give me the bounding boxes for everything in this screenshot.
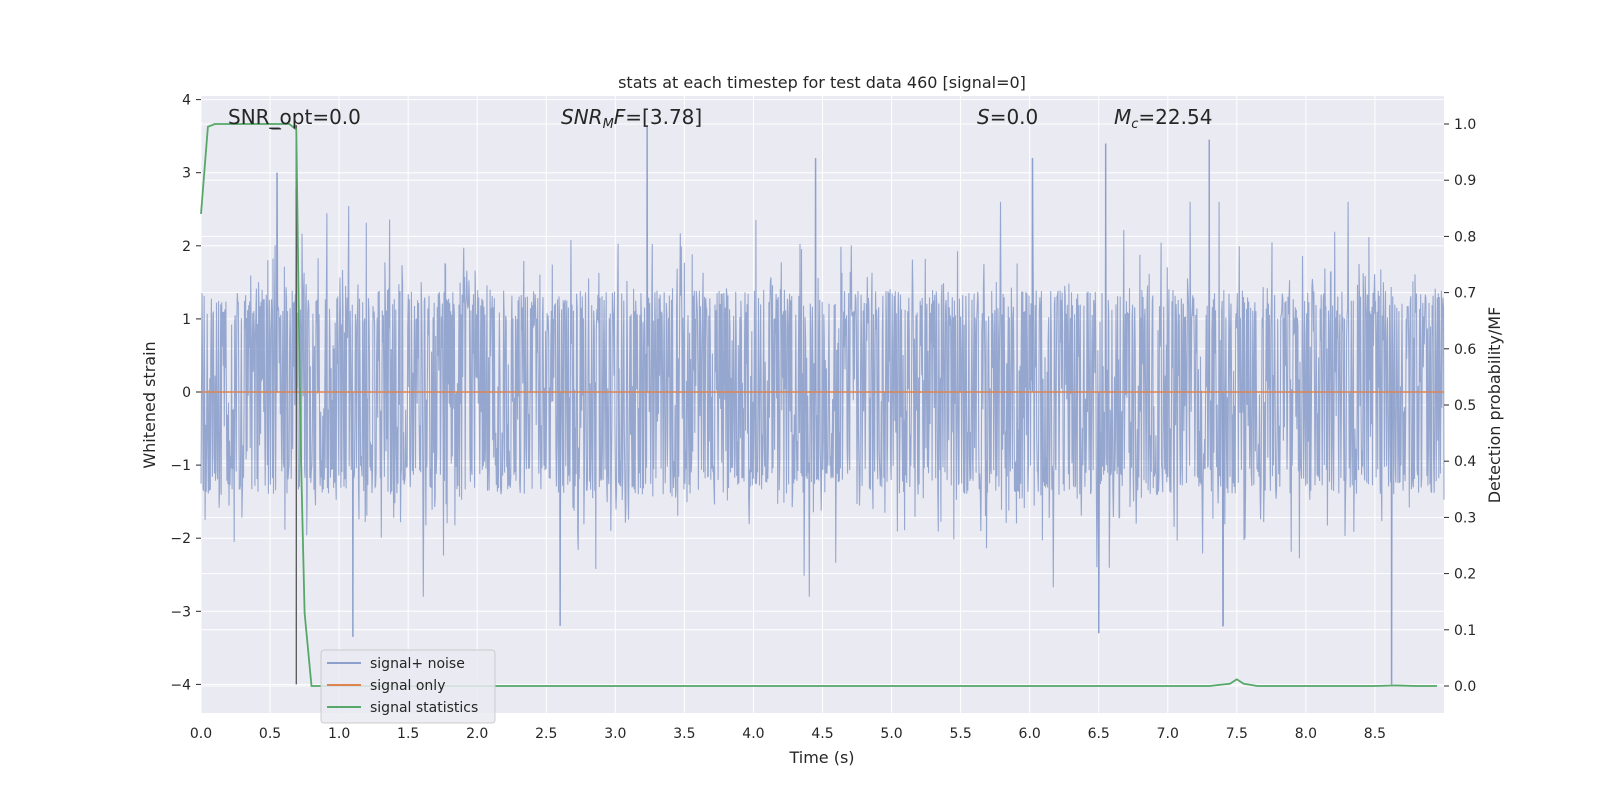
x-tick-label: 2.5 (535, 726, 557, 742)
y2-tick-label: 0.6 (1454, 342, 1476, 358)
y-tick-label: 2 (182, 239, 191, 255)
noise-series (200, 125, 1445, 685)
annotation-mc-subscript: c (1131, 117, 1138, 132)
annotation-mc-symbol: M (1114, 105, 1131, 129)
x-tick-label: 5.5 (949, 726, 971, 742)
y-tick-label: −4 (170, 677, 191, 693)
x-tick-label: 8.5 (1364, 726, 1386, 742)
y-tick-label: −3 (170, 604, 191, 620)
y2-tick-label: 0.5 (1454, 398, 1476, 414)
legend-label-noise: signal+ noise (370, 656, 465, 672)
annotation-snr-mf: SNRMF=[3.78] (561, 105, 702, 132)
x-tick-label: 6.0 (1019, 726, 1041, 742)
annotation-mc: Mc=22.54 (1114, 105, 1212, 132)
annotation-snr-mf-value: =[3.78] (625, 105, 702, 129)
chart-title: stats at each timestep for test data 460… (618, 73, 1026, 92)
annotation-s-symbol: S (977, 105, 990, 129)
legend-label-signal: signal only (370, 678, 445, 694)
x-tick-label: 3.5 (673, 726, 695, 742)
x-tick-label: 0.0 (190, 726, 212, 742)
noise-series-line (200, 125, 1445, 685)
y-tick-label: −2 (170, 531, 191, 547)
x-tick-label: 4.5 (811, 726, 833, 742)
y-tick-label: −1 (170, 458, 191, 474)
y2-tick-label: 0.0 (1454, 679, 1476, 695)
x-tick-label: 7.0 (1157, 726, 1179, 742)
y2-tick-label: 0.8 (1454, 229, 1476, 245)
y-tick-label: 4 (182, 93, 191, 109)
annotation-s: S=0.0 (977, 105, 1038, 129)
y2-tick-label: 0.3 (1454, 510, 1476, 526)
y-ticks: 4 3 2 1 0 −1 −2 −3 −4 (170, 93, 201, 693)
y2-ticks: 1.0 0.9 0.8 0.7 0.6 0.5 0.4 0.3 0.2 0.1 0.0 (1444, 117, 1476, 695)
x-tick-label: 2.0 (466, 726, 488, 742)
y-tick-label: 3 (182, 166, 191, 182)
y2-tick-label: 0.1 (1454, 623, 1476, 639)
y2-axis-label: Detection probability/MF (1485, 307, 1504, 504)
annotation-mc-value: =22.54 (1138, 105, 1212, 129)
x-tick-label: 1.5 (397, 726, 419, 742)
annotation-snr-mf-symbol: SNR (561, 105, 603, 129)
y2-tick-label: 0.4 (1454, 454, 1476, 470)
x-tick-label: 0.5 (259, 726, 281, 742)
x-tick-label: 6.5 (1088, 726, 1110, 742)
x-axis-label: Time (s) (788, 748, 854, 767)
y2-tick-label: 0.7 (1454, 286, 1476, 302)
y2-tick-label: 0.9 (1454, 173, 1476, 189)
annotation-snr-mf-f: F (614, 105, 626, 129)
x-tick-label: 5.0 (880, 726, 902, 742)
x-ticks: 0.0 0.5 1.0 1.5 2.0 2.5 3.0 3.5 4.0 4.5 5.0 5.5 6.0 6… (190, 726, 1386, 742)
y2-tick-label: 1.0 (1454, 117, 1476, 133)
x-tick-label: 7.5 (1226, 726, 1248, 742)
annotation-snr-opt: SNR_opt=0.0 (228, 105, 361, 129)
y-tick-label: 0 (182, 385, 191, 401)
x-tick-label: 8.0 (1295, 726, 1317, 742)
annotation-snr-mf-subscript: M (603, 117, 614, 132)
marker (271, 125, 297, 685)
x-tick-label: 3.0 (604, 726, 626, 742)
annotation-s-value: =0.0 (990, 105, 1039, 129)
y2-tick-label: 0.2 (1454, 567, 1476, 583)
legend: signal+ noise signal only signal statist… (320, 649, 496, 724)
legend-label-stats: signal statistics (370, 700, 478, 716)
x-tick-label: 4.0 (742, 726, 764, 742)
legend-box (320, 649, 496, 724)
y-tick-label: 1 (182, 312, 191, 328)
x-tick-label: 1.0 (328, 726, 350, 742)
y-axis-label: Whitened strain (140, 341, 159, 468)
